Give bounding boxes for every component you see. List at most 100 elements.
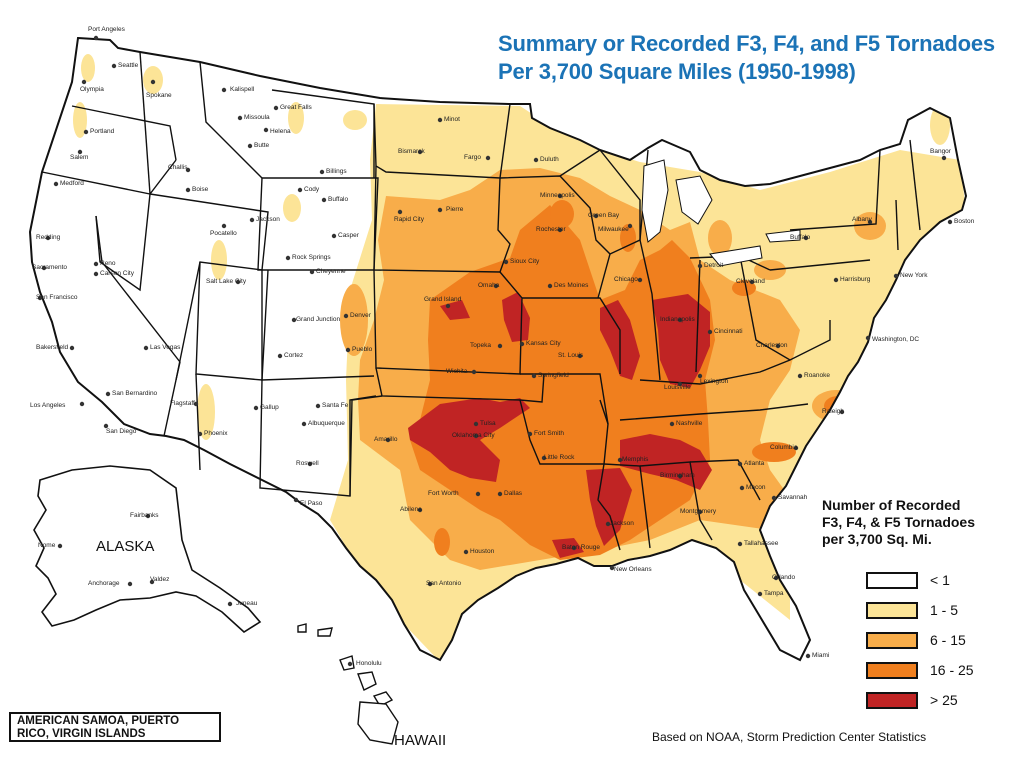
city-label: Albuquerque	[308, 420, 345, 427]
city-label: Rock Springs	[292, 254, 331, 261]
city-label: Helena	[270, 128, 291, 135]
city-label: Billings	[326, 168, 347, 175]
city-label: Portland	[90, 128, 115, 135]
city-label: Des Moines	[554, 282, 589, 289]
city-label: Rochester	[536, 226, 566, 233]
city-label: New York	[900, 272, 928, 279]
alaska-inset	[33, 465, 262, 633]
contiguous-us-map	[28, 36, 968, 662]
source-note: Based on NOAA, Storm Prediction Center S…	[652, 730, 927, 744]
city-label: Buffalo	[328, 196, 349, 203]
city-label: Fargo	[464, 154, 481, 161]
city-label: Medford	[60, 180, 84, 187]
city-label: Indianapolis	[660, 316, 695, 323]
city-label: Washington, DC	[872, 336, 920, 343]
city-label: Great Falls	[280, 104, 312, 111]
city-label: Phoenix	[204, 430, 228, 437]
city-label: Gallup	[260, 404, 279, 411]
legend-title-line3: per 3,700 Sq. Mi.	[822, 531, 932, 547]
legend-label: > 25	[930, 692, 958, 708]
city-label: Casper	[338, 232, 359, 239]
city-label: Amarillo	[374, 436, 398, 443]
city-label: Juneau	[236, 600, 258, 607]
city-label: Salem	[70, 154, 89, 161]
city-label: Houston	[470, 548, 495, 555]
alaska-label: ALASKA	[96, 538, 155, 555]
city-label: Nome	[38, 542, 56, 549]
territories-note: AMERICAN SAMOA, PUERTO RICO, VIRGIN ISLA…	[9, 712, 221, 742]
city-label: Orlando	[772, 574, 796, 581]
city-label: Memphis	[622, 456, 649, 463]
zone-over-25	[408, 292, 712, 558]
city-label: Roanoke	[804, 372, 831, 379]
city-label: Kansas City	[526, 340, 561, 347]
city-label: Duluth	[540, 156, 559, 163]
city-label: Seattle	[118, 62, 139, 69]
city-label: Oklahoma City	[452, 432, 495, 439]
legend-swatch	[866, 661, 918, 679]
legend-label: 16 - 25	[930, 662, 974, 678]
legend-label: 6 - 15	[930, 632, 966, 648]
city-label: Tulsa	[480, 420, 496, 427]
city-label: Topeka	[470, 342, 491, 349]
city-label: Macon	[746, 484, 766, 491]
city-label: Detroit	[704, 262, 724, 269]
city-label: Redding	[36, 234, 61, 241]
city-label: Olympia	[80, 86, 104, 93]
city-label: Fairbanks	[130, 512, 159, 519]
great-lakes	[641, 159, 801, 267]
city-label: Cleveland	[736, 278, 765, 285]
territories-note-line1: AMERICAN SAMOA, PUERTO	[17, 715, 180, 727]
city-label: Valdez	[150, 576, 170, 583]
legend-swatch	[866, 631, 918, 649]
city-label: St. Louis	[558, 352, 584, 359]
city-label: Montgomery	[680, 508, 717, 515]
city-label: Grand Island	[424, 296, 462, 303]
legend-title: Number of Recorded F3, F4, & F5 Tornadoe…	[822, 497, 975, 548]
city-label: Atlanta	[744, 460, 765, 467]
city-label: Port Angeles	[88, 26, 125, 33]
city-label: Tampa	[764, 590, 784, 597]
city-label: Pierre	[446, 206, 464, 213]
legend-swatch	[866, 571, 918, 589]
hawaii-inset	[297, 623, 399, 745]
city-label: Butte	[254, 142, 270, 149]
city-label: Roswell	[296, 460, 319, 467]
legend-title-line2: F3, F4, & F5 Tornadoes	[822, 514, 975, 530]
city-label: Abilene	[400, 506, 422, 513]
legend-label: < 1	[930, 572, 950, 588]
city-label: Missoula	[244, 114, 270, 121]
city-label: San Francisco	[36, 294, 78, 301]
legend-swatch	[866, 691, 918, 709]
city-label: Fort Smith	[534, 430, 564, 437]
city-label: Savannah	[778, 494, 808, 501]
city-label: Grand Junction	[296, 316, 341, 323]
legend-item: 16 - 25	[866, 655, 974, 685]
city-label: Sioux City	[510, 258, 540, 265]
map-title: Summary or Recorded F3, F4, and F5 Torna…	[498, 30, 995, 86]
city-label: Tallahassee	[744, 540, 779, 547]
city-label: San Diego	[106, 428, 137, 435]
city-label: Minot	[444, 116, 460, 123]
city-label: Boston	[954, 218, 975, 225]
city-label: Carson City	[100, 270, 134, 277]
legend-title-line1: Number of Recorded	[822, 497, 961, 513]
city-label: Challis	[168, 164, 188, 171]
city-label: Harrisburg	[840, 276, 871, 283]
city-label: Jackson	[256, 216, 280, 223]
city-label: Cheyenne	[316, 268, 346, 275]
hawaii-label: HAWAII	[394, 732, 447, 749]
city-label: Baton Rouge	[562, 544, 600, 551]
city-label: Santa Fe	[322, 402, 349, 409]
city-label: San Antonio	[426, 580, 462, 587]
city-label: Lexington	[700, 378, 729, 385]
map-title-line2: Per 3,700 Square Miles (1950-1998)	[498, 59, 856, 84]
city-label: Cortez	[284, 352, 304, 359]
state-borders	[28, 36, 968, 662]
city-label: Anchorage	[88, 580, 120, 587]
legend: < 1 1 - 5 6 - 15 16 - 25 > 25	[866, 565, 974, 715]
city-label: Louisville	[664, 384, 691, 391]
city-label: Jackson	[610, 520, 634, 527]
city-label: Kalispell	[230, 86, 255, 93]
